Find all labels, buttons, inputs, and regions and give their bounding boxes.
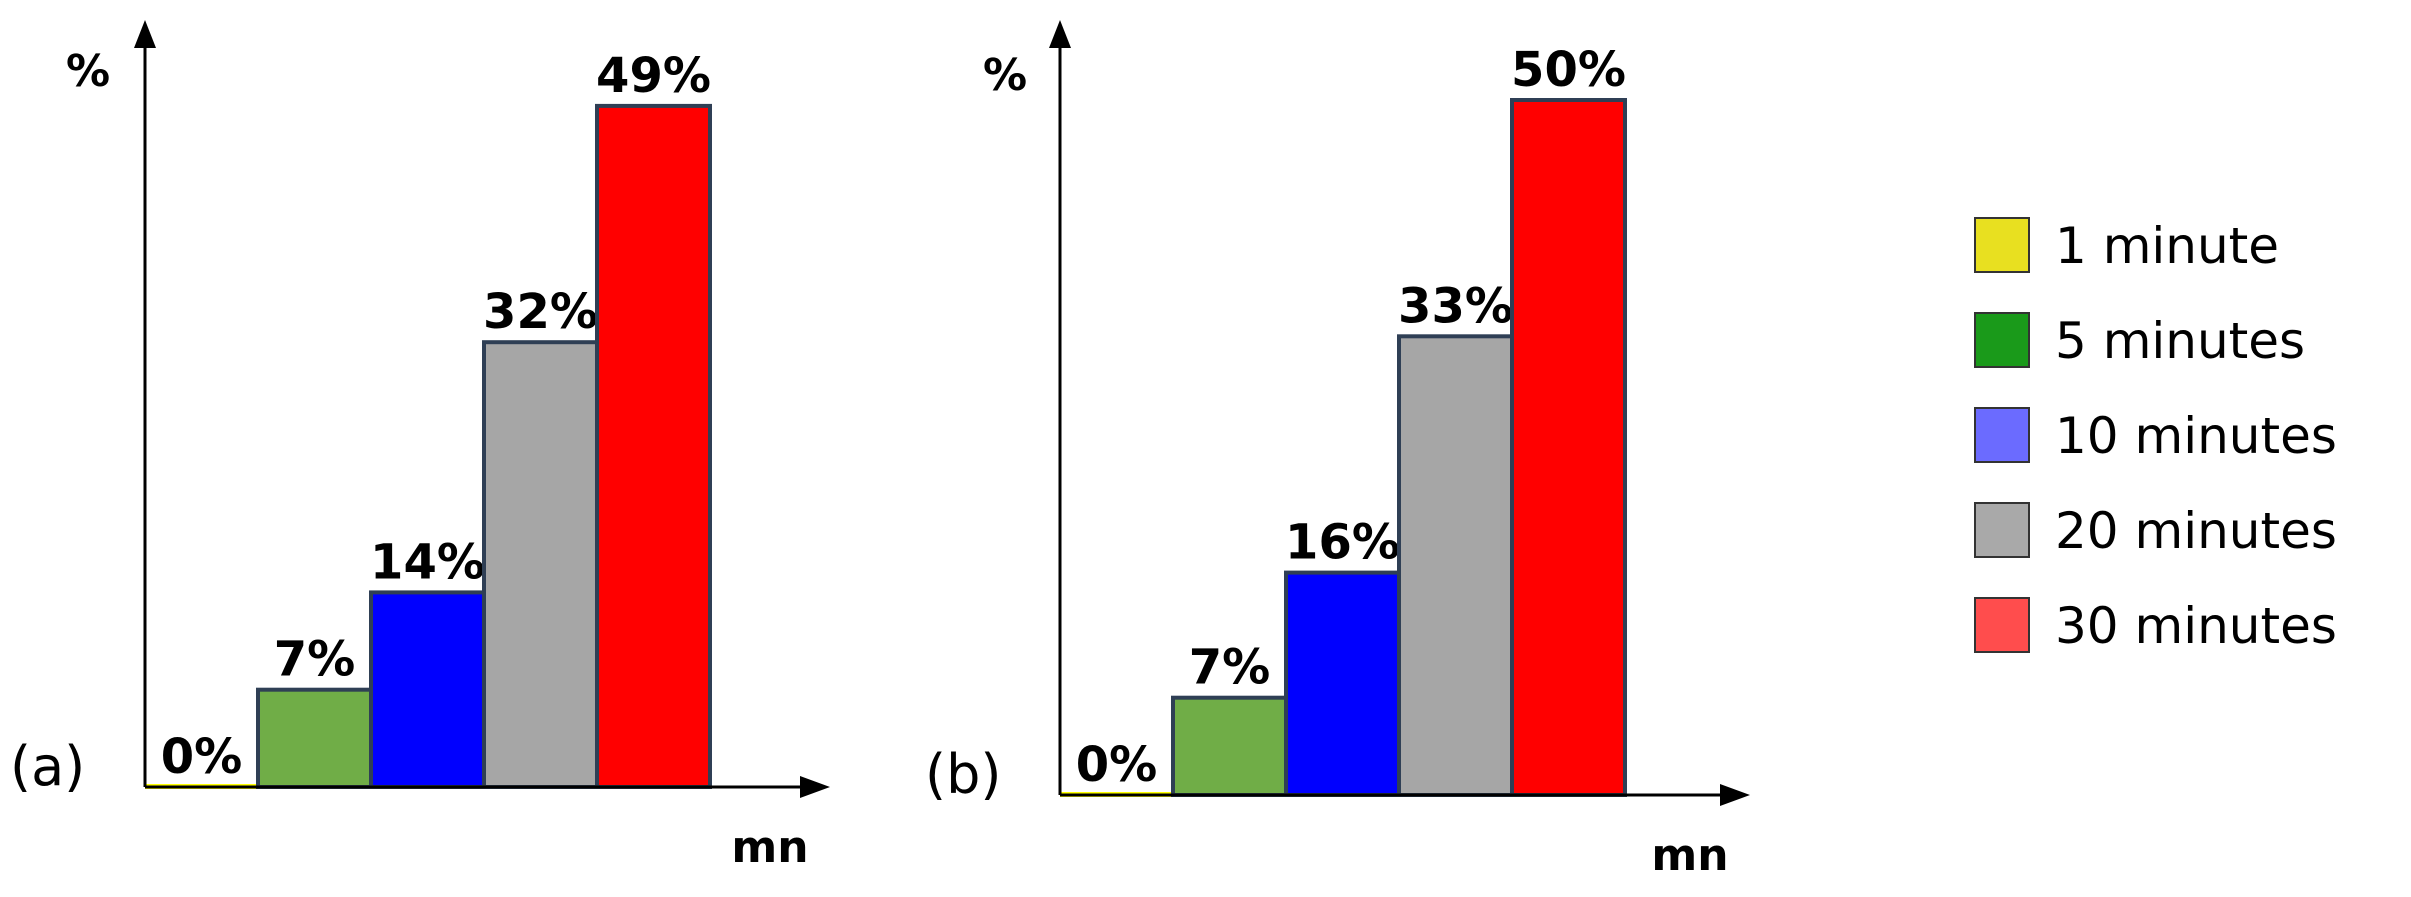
bar-value-label: 7% <box>1189 640 1271 696</box>
y-axis-arrow-icon <box>134 20 156 48</box>
x-axis-label: mn <box>731 822 808 873</box>
legend-label: 20 minutes <box>2055 502 2337 560</box>
legend-swatch <box>1974 407 2030 463</box>
bar-a-3 <box>482 340 599 789</box>
bar-b-4 <box>1510 98 1627 797</box>
legend-label: 1 minute <box>2055 217 2279 275</box>
bar-a-1 <box>256 687 373 790</box>
bar-value-label: 16% <box>1285 515 1400 571</box>
bar-value-label: 0% <box>161 729 243 785</box>
y-axis-label: % <box>66 46 110 97</box>
panel-label: (b) <box>925 743 1001 806</box>
bar-value-label: 49% <box>596 48 711 104</box>
chart-legend: 1 minute 5 minutes 10 minutes 20 minutes 30 … <box>1974 217 2337 655</box>
legend-swatch <box>1974 597 2030 653</box>
chart-panel-a: 0% 7%14% 32% 49%% mn (a) <box>10 20 830 873</box>
legend-swatch <box>1974 502 2030 558</box>
bar-value-label: 50% <box>1511 42 1626 98</box>
bar-b-2 <box>1284 570 1401 797</box>
legend-swatch <box>1974 312 2030 368</box>
y-axis-label: % <box>983 50 1027 101</box>
bar-value-label: 33% <box>1398 278 1513 334</box>
legend-swatch <box>1974 217 2030 273</box>
bar-b-3 <box>1397 334 1514 797</box>
bar-a-4 <box>595 103 712 789</box>
bar-value-label: 7% <box>274 632 356 688</box>
bar-value-label: 0% <box>1076 737 1158 793</box>
legend-label: 30 minutes <box>2055 597 2337 655</box>
chart-panel-b: 0% 7% 16% 33% 50%% mn (b) <box>925 20 1750 881</box>
bar-a-2 <box>369 590 486 790</box>
bar-b-1 <box>1171 695 1288 798</box>
y-axis-arrow-icon <box>1049 20 1071 48</box>
legend-label: 5 minutes <box>2055 312 2305 370</box>
legend-label: 10 minutes <box>2055 407 2337 465</box>
x-axis-arrow-icon <box>800 776 830 798</box>
bar-value-label: 14% <box>370 534 485 590</box>
panel-label: (a) <box>10 735 85 798</box>
x-axis-label: mn <box>1651 830 1728 881</box>
bar-value-label: 32% <box>483 284 598 340</box>
x-axis-arrow-icon <box>1720 784 1750 806</box>
